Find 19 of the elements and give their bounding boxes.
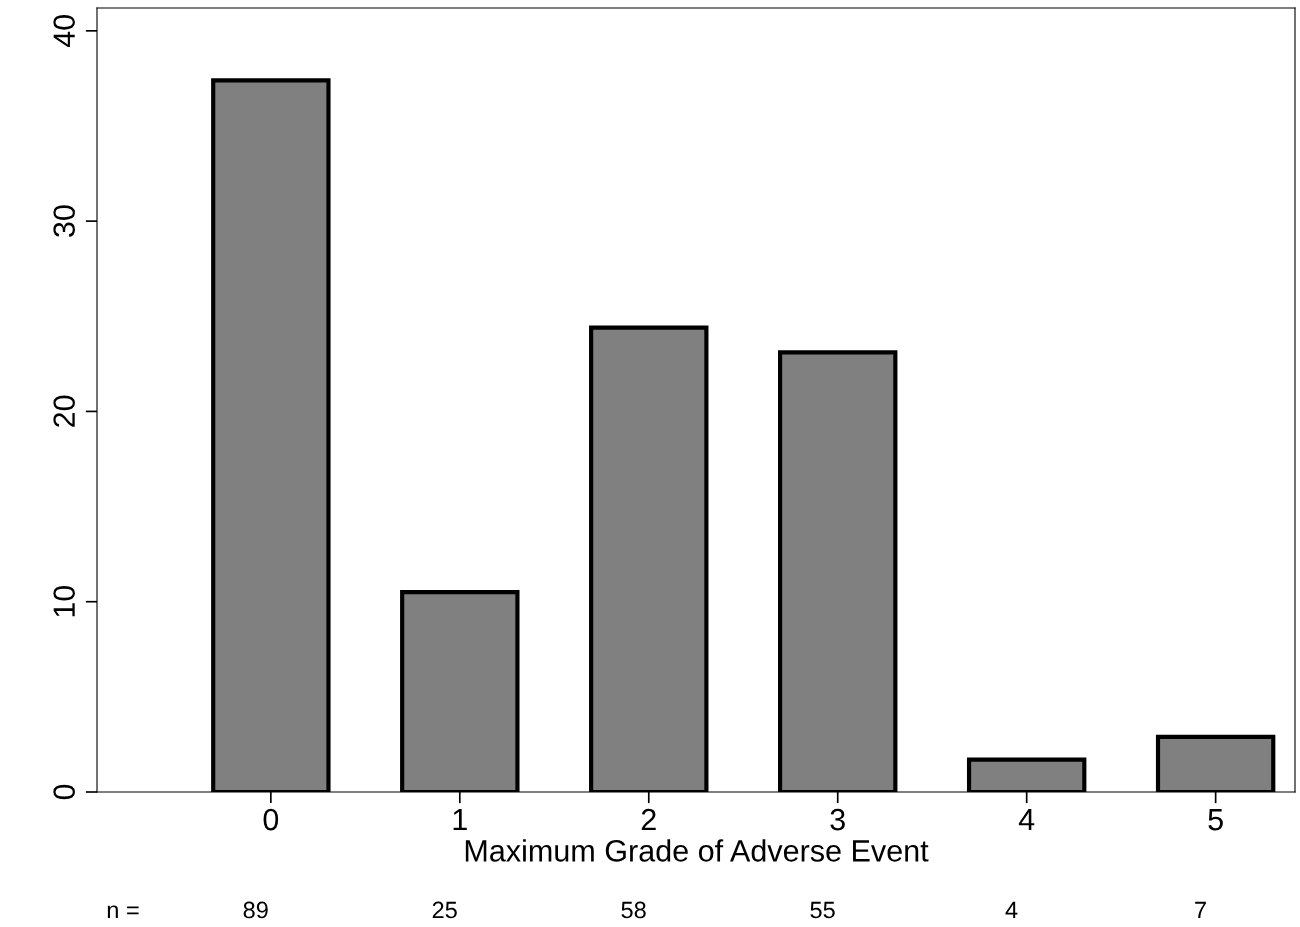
x-tick-label: 5 [1208,809,1223,831]
x-axis-title: Maximum Grade of Adverse Event [465,839,929,862]
y-tick-label: 0 [53,784,75,800]
x-tick-label: 1 [453,809,467,831]
text: 55 [810,901,835,919]
y-tick-label: 30 [53,205,75,237]
y-tick-label: 40 [53,15,75,48]
text: 58 [621,901,646,919]
x-tick-label: 0 [263,808,279,831]
x-tick-label: 3 [830,808,845,831]
text: 7 [1195,901,1206,919]
text: 4 [1005,901,1018,919]
text: 89 [243,901,268,919]
text: 25 [432,901,457,919]
y-tick-label: 10 [53,585,75,617]
x-tick-label: 4 [1018,809,1035,831]
y-tick-label: 20 [53,395,75,427]
text: n = [107,905,139,919]
x-tick-label: 2 [641,808,656,831]
